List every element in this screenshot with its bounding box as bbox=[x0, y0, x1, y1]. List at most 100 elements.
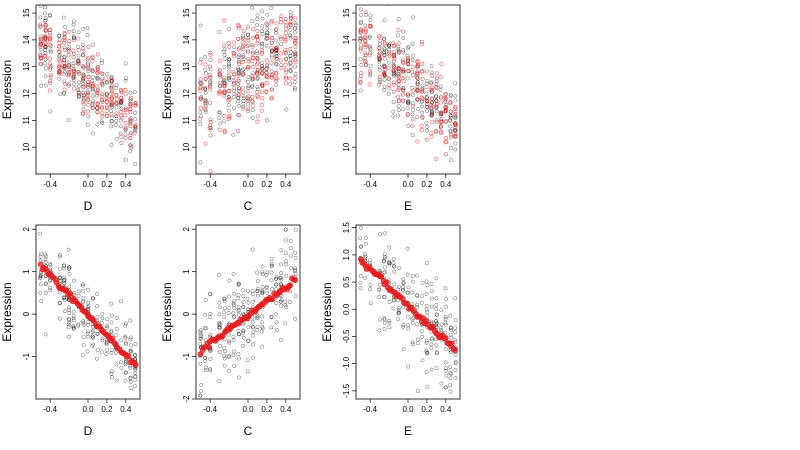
data-point bbox=[410, 317, 415, 322]
data-point bbox=[255, 51, 260, 56]
data-point bbox=[119, 98, 124, 103]
data-point bbox=[114, 333, 119, 338]
data-point bbox=[246, 338, 251, 343]
data-point bbox=[218, 121, 223, 126]
data-point bbox=[269, 55, 274, 60]
data-point bbox=[269, 40, 274, 45]
data-point bbox=[39, 299, 44, 304]
data-point bbox=[415, 60, 420, 65]
data-point bbox=[71, 19, 76, 24]
data-point bbox=[255, 313, 260, 318]
data-point bbox=[410, 132, 415, 137]
data-point bbox=[293, 227, 298, 232]
data-point bbox=[203, 101, 208, 106]
data-point bbox=[359, 63, 364, 68]
y-tick-label: 15 bbox=[22, 8, 31, 17]
data-point bbox=[124, 321, 129, 326]
data-point bbox=[236, 104, 241, 109]
data-point bbox=[434, 307, 439, 311]
data-point bbox=[386, 76, 391, 81]
data-point bbox=[443, 96, 448, 101]
data-point bbox=[100, 76, 105, 81]
data-point bbox=[255, 71, 260, 76]
data-point bbox=[368, 18, 373, 23]
data-point bbox=[241, 104, 246, 109]
data-point bbox=[260, 314, 264, 319]
data-point bbox=[38, 282, 43, 287]
data-point bbox=[424, 261, 429, 266]
data-point bbox=[38, 24, 43, 29]
data-point bbox=[279, 42, 284, 47]
data-point bbox=[438, 129, 444, 134]
data-point bbox=[245, 289, 250, 294]
data-point bbox=[387, 86, 392, 91]
data-point bbox=[217, 71, 222, 76]
data-point bbox=[198, 393, 203, 398]
data-point bbox=[363, 59, 368, 64]
data-point bbox=[251, 330, 256, 335]
data-point bbox=[222, 64, 227, 69]
data-point bbox=[364, 221, 367, 224]
data-point bbox=[86, 102, 91, 107]
data-point bbox=[38, 251, 43, 256]
data-point bbox=[406, 44, 411, 49]
data-point bbox=[38, 41, 43, 46]
data-point bbox=[43, 18, 47, 23]
data-point bbox=[227, 368, 232, 373]
data-point bbox=[269, 6, 274, 10]
data-point bbox=[424, 84, 429, 90]
data-point bbox=[241, 96, 246, 101]
data-point bbox=[419, 95, 424, 100]
data-point bbox=[259, 103, 264, 108]
data-point bbox=[199, 336, 204, 341]
data-point bbox=[227, 306, 232, 311]
data-point bbox=[123, 158, 128, 162]
data-point bbox=[129, 349, 133, 353]
data-point bbox=[246, 325, 251, 330]
data-point bbox=[95, 314, 100, 319]
data-point bbox=[288, 300, 292, 305]
data-point bbox=[453, 133, 458, 138]
data-point bbox=[453, 122, 458, 127]
data-point bbox=[420, 69, 425, 74]
data-point bbox=[411, 101, 416, 106]
data-point bbox=[434, 98, 439, 103]
data-point bbox=[274, 45, 279, 50]
data-point bbox=[128, 109, 133, 115]
data-point bbox=[283, 31, 288, 36]
data-point bbox=[208, 368, 213, 373]
data-point bbox=[95, 93, 100, 98]
data-point bbox=[400, 305, 405, 310]
data-point bbox=[424, 338, 429, 343]
data-point bbox=[274, 320, 279, 325]
data-point bbox=[114, 105, 119, 110]
data-point bbox=[250, 99, 255, 104]
x-tick-label: 0.0 bbox=[242, 405, 254, 414]
data-point bbox=[363, 9, 368, 14]
data-point bbox=[406, 364, 411, 369]
data-point bbox=[245, 25, 251, 30]
data-point bbox=[255, 270, 259, 275]
data-point bbox=[90, 94, 95, 99]
data-point bbox=[410, 64, 415, 69]
data-point bbox=[453, 318, 458, 323]
data-point bbox=[250, 85, 255, 90]
data-point bbox=[90, 131, 95, 136]
data-point bbox=[269, 270, 274, 275]
data-point bbox=[358, 77, 363, 82]
data-point bbox=[85, 122, 90, 127]
data-point bbox=[415, 273, 419, 278]
data-point bbox=[128, 375, 133, 380]
data-point bbox=[217, 69, 222, 74]
data-point bbox=[363, 241, 368, 246]
data-point bbox=[434, 105, 439, 109]
data-point bbox=[208, 169, 213, 174]
data-point bbox=[227, 27, 232, 32]
data-point bbox=[254, 328, 259, 333]
data-point bbox=[405, 60, 410, 65]
data-point bbox=[449, 328, 453, 333]
data-point bbox=[377, 282, 382, 287]
data-point bbox=[448, 92, 453, 97]
data-point bbox=[133, 342, 138, 346]
x-axis-title: C bbox=[244, 199, 253, 213]
